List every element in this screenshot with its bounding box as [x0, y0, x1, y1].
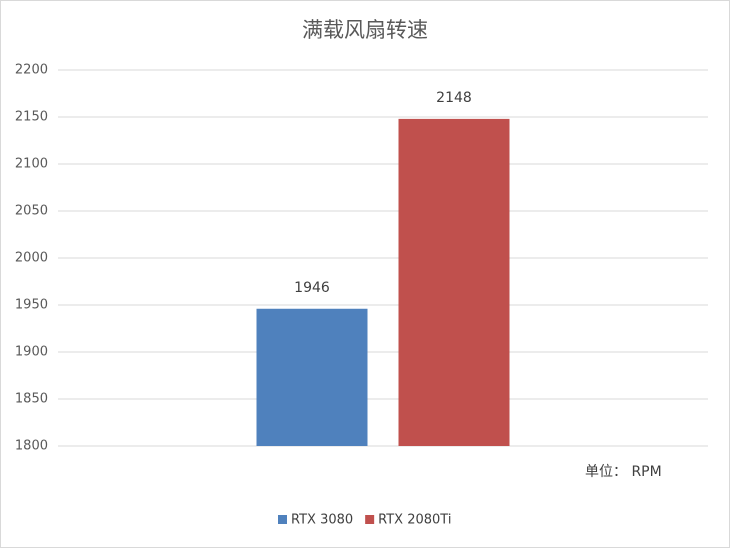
- bar: [398, 118, 510, 446]
- y-tick-label: 1950: [15, 298, 48, 313]
- bar: [256, 308, 368, 446]
- y-tick-label: 2100: [15, 157, 48, 172]
- y-tick-label: 2200: [15, 63, 48, 78]
- y-tick-label: 2150: [15, 110, 48, 125]
- legend-label: RTX 3080: [291, 513, 353, 528]
- unit-annotation: 单位： RPM: [585, 464, 662, 480]
- legend-swatch: [365, 515, 375, 524]
- data-label: 1946: [294, 280, 330, 296]
- chart-title: 满载风扇转速: [302, 18, 428, 42]
- data-label: 2148: [436, 90, 472, 106]
- y-tick-label: 1900: [15, 345, 48, 360]
- y-tick-label: 1850: [15, 392, 48, 407]
- legend-label: RTX 2080Ti: [378, 513, 451, 528]
- y-tick-label: 2000: [15, 251, 48, 266]
- y-tick-label: 2050: [15, 204, 48, 219]
- y-tick-label: 1800: [15, 439, 48, 454]
- legend-swatch: [278, 515, 287, 524]
